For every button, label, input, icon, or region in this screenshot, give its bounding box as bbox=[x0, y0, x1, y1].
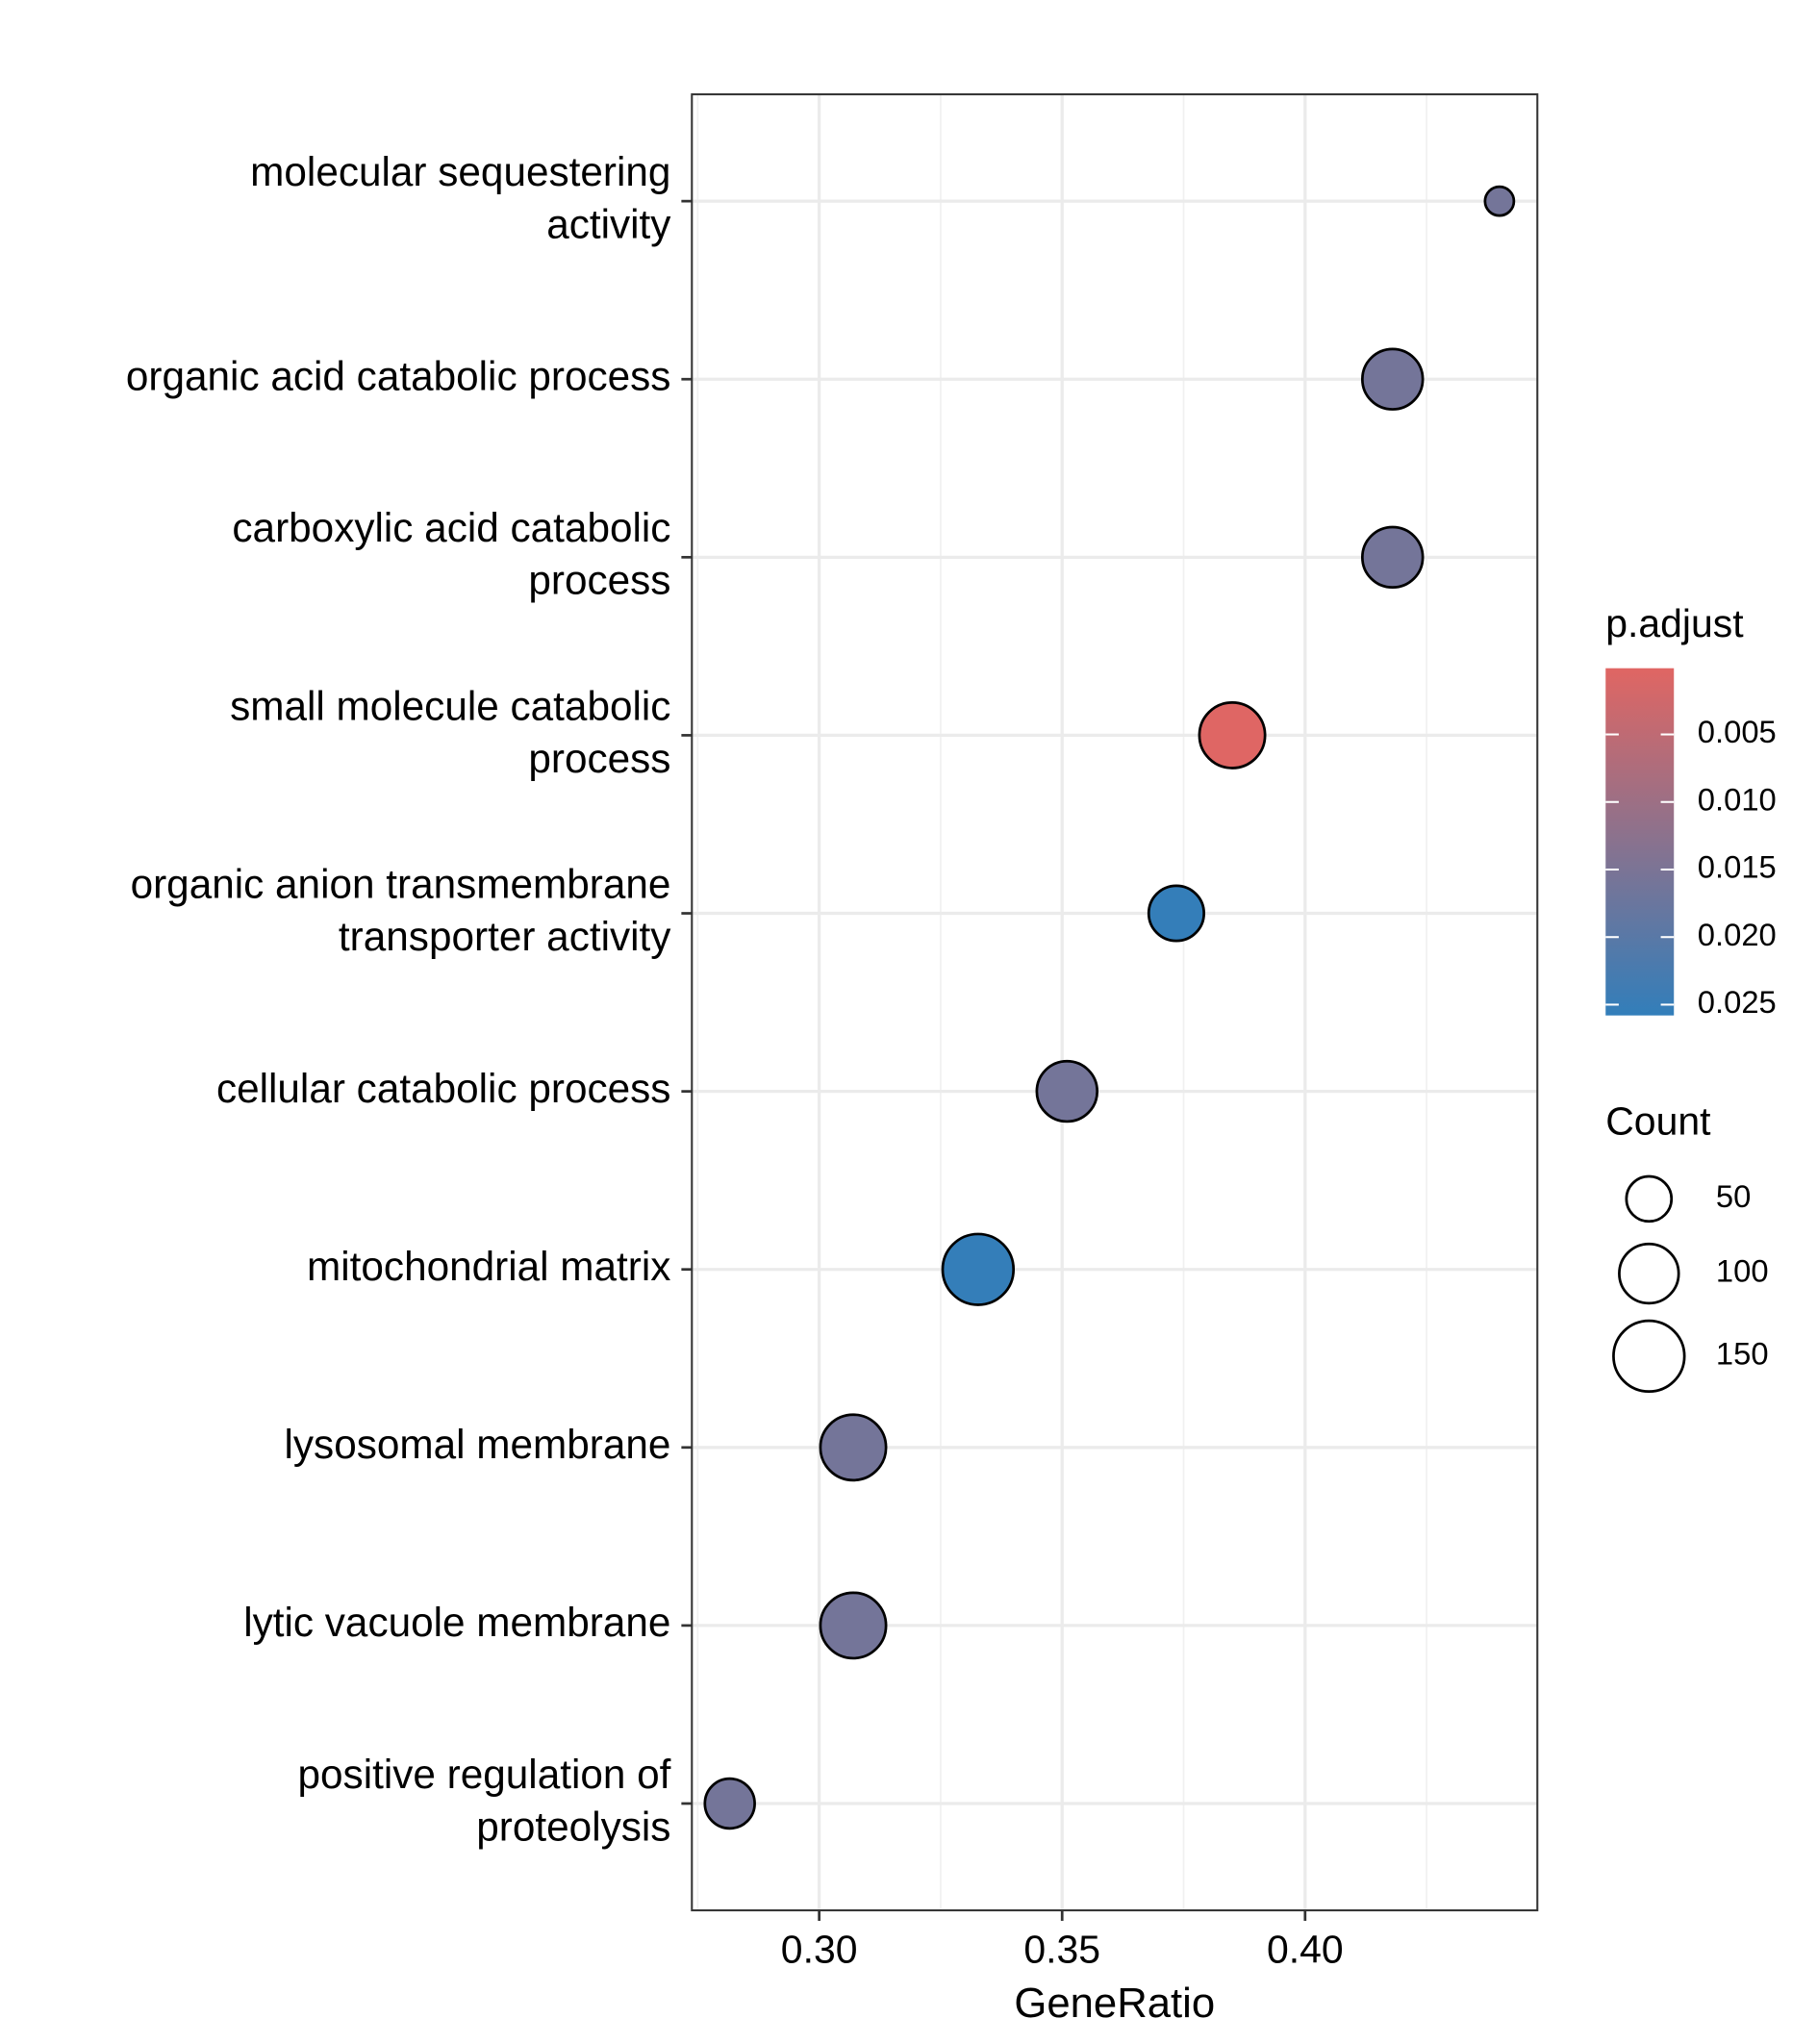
y-tick-label: transporter activity bbox=[339, 914, 671, 959]
x-axis-title: GeneRatio bbox=[1014, 1981, 1215, 2027]
legend-title: p.adjust bbox=[1605, 601, 1744, 645]
legend-title: Count bbox=[1605, 1099, 1711, 1144]
y-tick-label: positive regulation of bbox=[298, 1752, 671, 1797]
y-tick-label: process bbox=[528, 736, 670, 781]
colorbar-label: 0.015 bbox=[1698, 849, 1777, 885]
x-tick-label: 0.40 bbox=[1267, 1927, 1344, 1971]
point bbox=[819, 1413, 888, 1482]
point bbox=[1198, 701, 1267, 770]
y-tick-label: organic anion transmembrane bbox=[131, 861, 671, 906]
point bbox=[1147, 884, 1206, 943]
y-tick-label: mitochondrial matrix bbox=[307, 1244, 670, 1289]
colorbar-label: 0.025 bbox=[1698, 984, 1777, 1020]
point bbox=[1360, 347, 1425, 411]
legend-label: 150 bbox=[1716, 1336, 1769, 1372]
point bbox=[703, 1777, 756, 1830]
y-tick-label: lysosomal membrane bbox=[285, 1422, 671, 1467]
legend-key bbox=[1625, 1174, 1674, 1224]
y-tick-label: cellular catabolic process bbox=[216, 1066, 670, 1111]
y-tick-label: small molecule catabolic bbox=[230, 683, 670, 728]
x-tick-label: 0.35 bbox=[1023, 1927, 1100, 1971]
point bbox=[1483, 185, 1516, 217]
point bbox=[819, 1591, 888, 1660]
y-tick-label: molecular sequestering bbox=[250, 149, 670, 194]
y-tick-label: proteolysis bbox=[476, 1804, 670, 1849]
legend-key bbox=[1618, 1242, 1680, 1305]
panel-border bbox=[691, 93, 1539, 1912]
y-tick-label: organic acid catabolic process bbox=[126, 353, 671, 398]
y-tick-label: lytic vacuole membrane bbox=[243, 1600, 670, 1645]
legend-label: 50 bbox=[1716, 1178, 1751, 1214]
legend-key bbox=[1612, 1319, 1686, 1393]
point bbox=[1360, 525, 1425, 590]
colorbar-label: 0.010 bbox=[1698, 781, 1777, 817]
x-tick-label: 0.30 bbox=[781, 1927, 858, 1971]
colorbar bbox=[1605, 668, 1675, 1016]
point bbox=[941, 1232, 1016, 1306]
y-tick-label: carboxylic acid catabolic bbox=[232, 505, 670, 550]
legend-label: 100 bbox=[1716, 1253, 1769, 1289]
colorbar-label: 0.005 bbox=[1698, 714, 1777, 749]
point bbox=[1035, 1059, 1099, 1123]
colorbar-label: 0.020 bbox=[1698, 917, 1777, 952]
y-tick-label: activity bbox=[546, 202, 671, 247]
y-tick-label: process bbox=[528, 558, 670, 603]
